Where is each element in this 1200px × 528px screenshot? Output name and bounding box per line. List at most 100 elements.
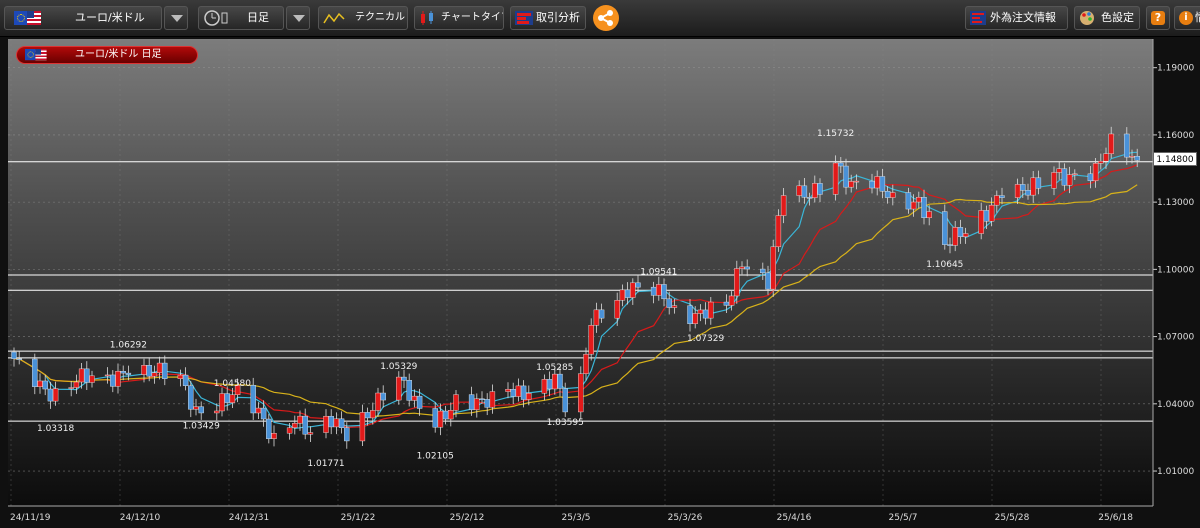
x-tick-label: 25/2/12: [450, 513, 485, 523]
fx-order-info-label: 外為注文情報: [990, 11, 1056, 24]
candle-body: [988, 204, 995, 222]
candle: [921, 189, 927, 225]
candle-body: [323, 415, 329, 433]
technical-button[interactable]: テクニカル: [318, 6, 408, 30]
candle: [401, 369, 407, 388]
candle: [910, 194, 917, 217]
candle-body: [1103, 153, 1109, 162]
help-button[interactable]: ?: [1146, 6, 1170, 30]
technical-line-icon: [323, 12, 345, 24]
share-button[interactable]: [593, 5, 619, 31]
candle: [474, 393, 480, 418]
candle-body: [302, 415, 308, 435]
price-annotation: 1.03429: [183, 422, 220, 432]
candle: [598, 303, 605, 323]
timeframe-selector[interactable]: 日足: [198, 6, 284, 30]
candle: [146, 358, 152, 382]
candle-body: [874, 176, 880, 189]
color-settings-button[interactable]: 色設定: [1074, 6, 1140, 30]
candle-body: [453, 394, 459, 411]
candle-body: [546, 379, 553, 390]
candle: [323, 409, 329, 439]
x-tick-label: 25/5/28: [995, 513, 1030, 523]
candle-body: [1092, 163, 1099, 182]
info-label: 情: [1195, 7, 1200, 29]
candle-body: [775, 215, 782, 248]
candle-body: [734, 268, 740, 297]
candle: [812, 175, 818, 203]
candle-body: [120, 371, 126, 374]
candle: [1051, 166, 1057, 196]
candle: [120, 365, 126, 381]
candle: [671, 298, 678, 314]
candle-body: [151, 372, 158, 377]
candle-body: [37, 380, 43, 387]
candle-body: [760, 268, 766, 274]
candle-body: [198, 406, 204, 414]
candle-body: [806, 197, 813, 199]
candle: [1134, 148, 1140, 168]
candle-body: [1020, 184, 1026, 191]
candle-body: [271, 433, 277, 439]
fx-order-info-button[interactable]: 外為注文情報: [965, 6, 1068, 30]
chart-area[interactable]: 1.03318 1.06292 1.03429 1.04580 1.01771 1.053…: [0, 36, 1200, 524]
chart-type-button[interactable]: チャートタイプ: [414, 6, 504, 30]
candlestick-chart[interactable]: 1.03318 1.06292 1.03429 1.04580 1.01771 1.053…: [0, 36, 1200, 524]
candle-body: [380, 392, 386, 401]
candle-body: [370, 410, 376, 419]
candle-body: [505, 389, 511, 392]
candle-body: [375, 392, 381, 411]
candle-body: [697, 309, 704, 314]
candle-body: [853, 180, 860, 183]
candle-body: [78, 368, 85, 383]
info-button[interactable]: i 情: [1174, 6, 1200, 30]
candle: [765, 265, 771, 295]
candle: [115, 363, 121, 394]
candle-body: [229, 394, 236, 403]
candle: [656, 276, 662, 301]
candle-body: [437, 410, 444, 428]
candle: [962, 227, 969, 244]
candle: [297, 410, 303, 431]
candle-body: [557, 373, 563, 389]
color-settings-label: 色設定: [1101, 11, 1134, 24]
candle-body: [884, 191, 891, 198]
clock-candle-icon: [204, 10, 228, 26]
candle-body: [188, 385, 194, 410]
chart-type-label: チャートタイプ: [441, 12, 504, 23]
candle-body: [364, 412, 371, 419]
candle-body: [328, 415, 334, 428]
candle: [853, 174, 860, 190]
candle: [234, 378, 241, 403]
candle-body: [962, 233, 969, 237]
candle-body: [552, 373, 558, 390]
candle: [999, 187, 1005, 205]
trade-analysis-button[interactable]: 取引分析: [510, 6, 586, 30]
candle: [708, 297, 714, 325]
candle-body: [702, 309, 709, 319]
candle-body: [307, 432, 314, 435]
price-annotation: 1.09541: [640, 268, 677, 278]
candle: [739, 261, 745, 275]
candle: [406, 373, 412, 407]
candle-body: [1129, 156, 1135, 158]
candle-body: [614, 300, 620, 319]
candle: [302, 408, 308, 440]
candle: [994, 190, 1000, 213]
candle-body: [1072, 173, 1078, 176]
candle: [411, 389, 418, 408]
candle-body: [1124, 133, 1130, 158]
candle: [338, 411, 345, 434]
candle: [1035, 170, 1042, 195]
candle-body: [32, 358, 38, 387]
timeframe-dropdown-button[interactable]: [286, 6, 310, 30]
candle: [1108, 126, 1114, 159]
candle-body: [848, 181, 854, 188]
candle: [978, 202, 984, 240]
candle-body: [812, 183, 818, 199]
y-tick-label: 1.01000: [1157, 467, 1194, 477]
y-tick-label: 1.04000: [1157, 400, 1194, 410]
price-annotation: 1.15732: [817, 129, 854, 139]
symbol-selector[interactable]: ユーロ/米ドル: [4, 6, 162, 30]
symbol-dropdown-button[interactable]: [164, 6, 188, 30]
